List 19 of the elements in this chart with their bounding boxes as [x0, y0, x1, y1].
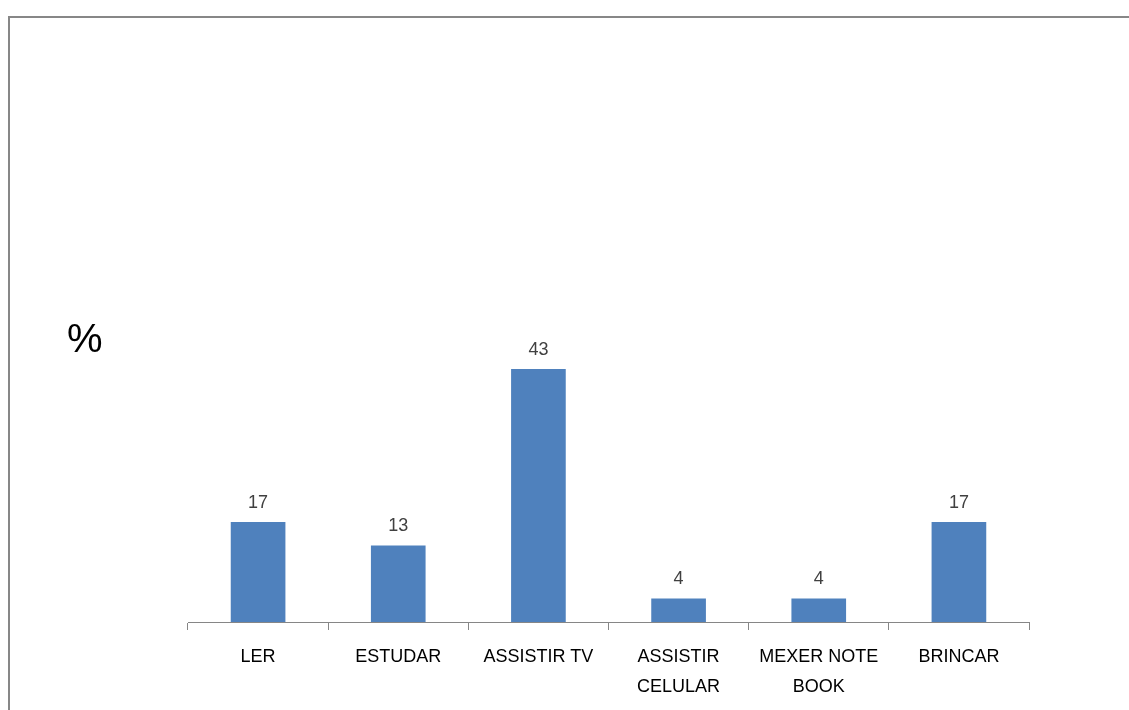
bar [511, 369, 566, 622]
x-tick-label: MEXER NOTE BOOK [759, 645, 879, 696]
x-tick-label: ASSISTIR TV [483, 645, 594, 666]
x-tick-label: BRINCAR [918, 645, 1000, 666]
y-axis-title: % [67, 316, 103, 360]
bar [370, 545, 426, 622]
data-label: 13 [388, 515, 409, 536]
bar [931, 521, 987, 622]
data-label: 17 [948, 491, 969, 512]
bar [651, 598, 706, 622]
x-tick-label: LER [240, 645, 276, 666]
data-label: 4 [673, 568, 684, 589]
data-label: 4 [813, 568, 824, 589]
data-label: 43 [528, 338, 549, 359]
bar [230, 521, 286, 622]
bar [791, 598, 847, 622]
x-tick-label: ESTUDAR [355, 645, 442, 666]
data-label: 17 [248, 491, 269, 512]
x-tick-label: ASSISTIR CELULAR [637, 645, 721, 696]
